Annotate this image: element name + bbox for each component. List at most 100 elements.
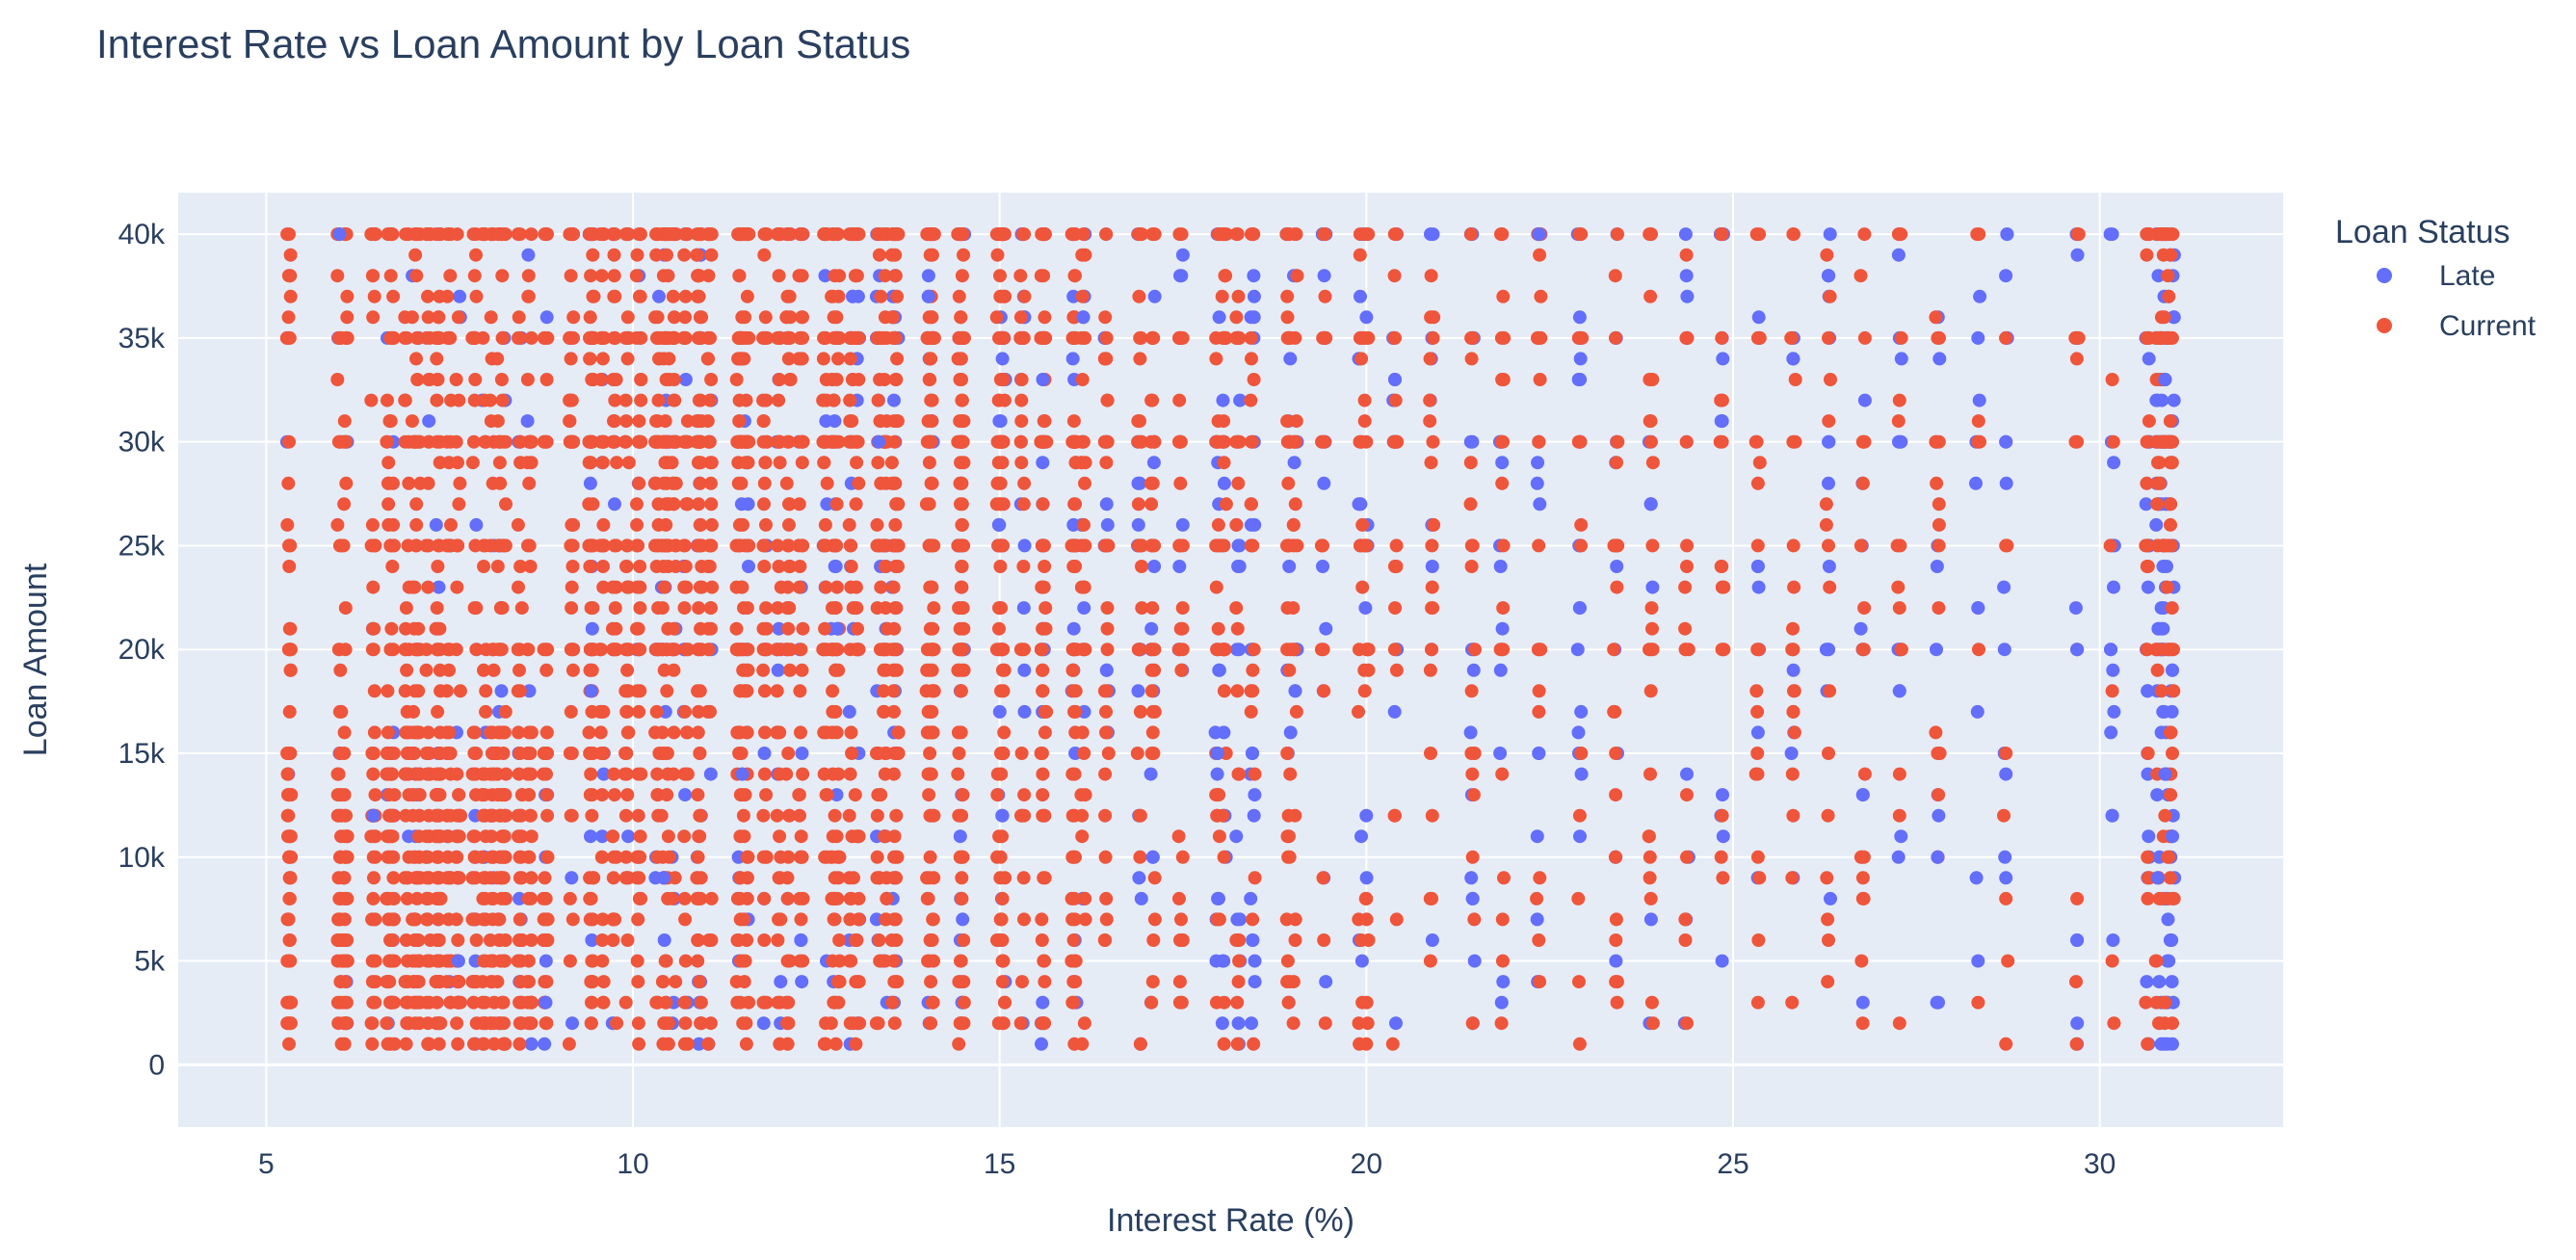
current-point (1610, 456, 1623, 470)
current-point (381, 684, 395, 698)
current-point (596, 580, 611, 594)
current-point (869, 1016, 883, 1031)
late-point (2141, 580, 2155, 594)
current-point (585, 538, 599, 553)
current-point (430, 995, 444, 1010)
current-point (818, 517, 832, 532)
current-point (888, 517, 903, 532)
current-point (925, 393, 939, 407)
current-point (739, 456, 752, 470)
current-point (1014, 414, 1029, 429)
late-point (818, 269, 832, 283)
current-point (419, 850, 434, 864)
current-point (629, 269, 644, 283)
current-point (739, 1016, 753, 1031)
current-point (870, 517, 884, 532)
current-point (1857, 227, 1872, 242)
current-point (1174, 663, 1189, 677)
current-point (281, 476, 296, 490)
current-point (1424, 269, 1438, 283)
late-point (995, 352, 1010, 366)
current-point (385, 808, 400, 823)
current-point (430, 330, 443, 345)
current-point (366, 850, 381, 864)
late-point (1822, 434, 1836, 449)
current-point (451, 456, 464, 470)
late-point (584, 829, 597, 844)
current-point (450, 850, 464, 864)
current-point (338, 601, 353, 616)
current-point (494, 643, 509, 657)
current-point (993, 850, 1008, 864)
current-point (621, 456, 636, 470)
current-point (467, 393, 482, 407)
current-point (1077, 580, 1091, 594)
current-point (1678, 580, 1693, 594)
current-point (1065, 663, 1080, 677)
late-point (539, 954, 553, 968)
current-point (2069, 975, 2083, 989)
current-point (1215, 289, 1229, 303)
current-point (792, 580, 806, 594)
late-point (1146, 456, 1161, 470)
current-point (872, 933, 886, 947)
current-point (816, 393, 830, 407)
current-point (666, 476, 680, 490)
current-point (282, 434, 296, 449)
current-point (998, 995, 1012, 1010)
current-point (433, 621, 447, 636)
current-point (952, 1037, 966, 1051)
current-point (740, 289, 754, 303)
current-point (1680, 788, 1694, 802)
current-point (1248, 871, 1262, 885)
current-point (450, 1016, 464, 1031)
current-point (888, 476, 903, 490)
late-point (1466, 663, 1481, 677)
current-point (2165, 456, 2179, 470)
current-point (634, 767, 648, 781)
late-point (1133, 476, 1147, 490)
current-point (520, 643, 535, 657)
current-point (477, 663, 490, 677)
current-point (1785, 871, 1800, 885)
current-point (366, 580, 381, 594)
late-point (1573, 829, 1587, 844)
current-point (280, 912, 295, 927)
current-point (514, 601, 529, 616)
late-point (1571, 373, 1586, 386)
late-point (1892, 434, 1906, 449)
current-point (1035, 643, 1049, 657)
current-point (995, 829, 1009, 844)
current-point (1856, 850, 1871, 864)
current-point (792, 269, 806, 283)
current-point (512, 725, 526, 740)
current-point (595, 954, 610, 968)
chart-title: Interest Rate vs Loan Amount by Loan Sta… (96, 21, 911, 66)
current-point (870, 850, 884, 864)
current-point (1231, 289, 1246, 303)
current-point (884, 456, 899, 470)
late-point (1972, 393, 1986, 407)
current-point (759, 788, 774, 802)
current-point (818, 621, 832, 636)
current-point (954, 310, 968, 325)
current-point (1147, 434, 1162, 449)
current-point (654, 808, 669, 823)
current-point (618, 747, 633, 760)
current-point (563, 891, 577, 906)
current-point (781, 747, 796, 760)
current-point (756, 663, 771, 677)
current-point (757, 684, 772, 698)
current-point (563, 747, 577, 760)
late-point (2106, 663, 2120, 677)
current-point (498, 933, 513, 947)
current-point (742, 995, 756, 1010)
current-point (618, 995, 633, 1010)
current-point (1075, 725, 1090, 740)
current-point (444, 517, 458, 532)
current-point (452, 788, 466, 802)
current-point (565, 434, 580, 449)
current-point (440, 434, 455, 449)
late-point (953, 829, 967, 844)
current-point (495, 725, 510, 740)
